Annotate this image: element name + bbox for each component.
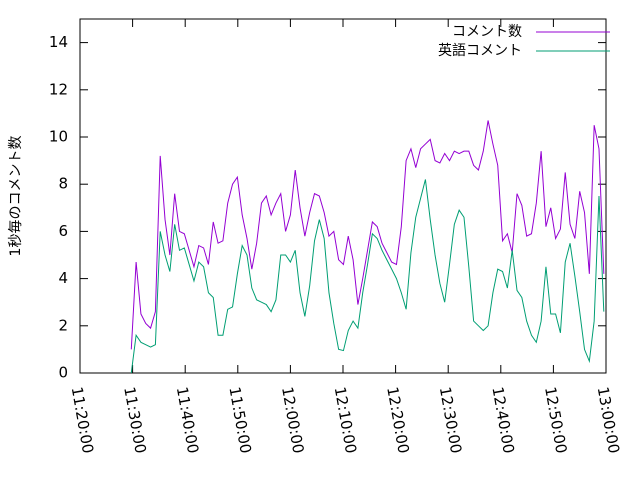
x-tick-label: 12:00:00 <box>278 385 307 454</box>
x-tick-label: 12:20:00 <box>383 385 412 454</box>
y-tick-label: 14 <box>49 33 68 51</box>
y-tick-label: 12 <box>49 80 68 98</box>
x-tick-label: 11:50:00 <box>225 385 254 454</box>
y-tick-label: 4 <box>58 269 68 287</box>
series-line <box>130 120 605 350</box>
series-line <box>130 179 605 374</box>
y-tick-label: 8 <box>58 175 68 193</box>
x-tick-label: 11:20:00 <box>68 385 97 454</box>
x-tick-label: 11:30:00 <box>120 385 149 454</box>
x-tick-label: 12:50:00 <box>541 385 570 454</box>
plot-border <box>79 18 607 374</box>
x-tick-label: 13:00:00 <box>594 385 623 454</box>
y-axis-label: 1秒毎のコメント数 <box>8 136 24 257</box>
x-tick-label: 11:40:00 <box>173 385 202 454</box>
x-tick-label: 12:30:00 <box>436 385 465 454</box>
y-tick-label: 6 <box>58 222 68 240</box>
y-tick-label: 2 <box>58 316 68 334</box>
legend-label: 英語コメント <box>438 42 522 59</box>
legend-label: コメント数 <box>452 24 522 40</box>
x-tick-label: 12:40:00 <box>488 385 517 454</box>
y-tick-label: 10 <box>49 128 68 146</box>
x-tick-label: 12:10:00 <box>331 385 360 454</box>
y-tick-label: 0 <box>58 364 68 382</box>
